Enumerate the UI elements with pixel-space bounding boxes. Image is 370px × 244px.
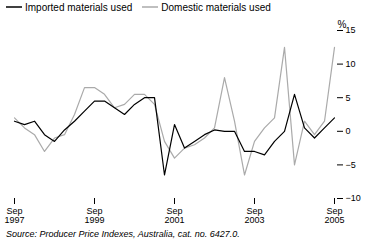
svg-text:0: 0: [346, 126, 351, 136]
svg-text:−5: −5: [346, 160, 356, 170]
html-text:Imported materials used: Imported materials used: [25, 1, 133, 13]
svg-text:Sep1997: Sep1997: [4, 206, 24, 225]
svg-text:Sep2003: Sep2003: [244, 206, 264, 225]
svg-text:Sep2005: Sep2005: [324, 206, 344, 225]
svg-text:%: %: [338, 19, 347, 30]
svg-text:5: 5: [346, 93, 351, 103]
html-text:Domestic materials used: Domestic materials used: [161, 1, 271, 13]
svg-text:−10: −10: [346, 193, 361, 203]
svg-text:Sep1999: Sep1999: [84, 206, 104, 225]
svg-text:10: 10: [346, 59, 356, 69]
svg-text:Sep2001: Sep2001: [164, 206, 184, 225]
svg-text:15: 15: [346, 25, 356, 35]
html-text:Source: Producer Price Indexes: Source: Producer Price Indexes, Australi…: [6, 229, 240, 239]
